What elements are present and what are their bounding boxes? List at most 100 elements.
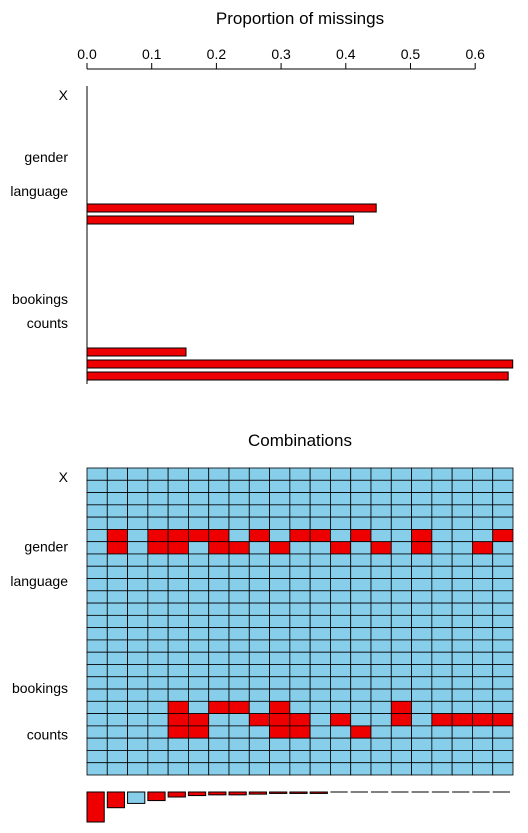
grid-cell-observed	[188, 553, 210, 567]
grid-cell-observed	[228, 676, 250, 690]
grid-cell-observed	[208, 578, 230, 592]
grid-cell-observed	[289, 664, 311, 678]
grid-cell-observed	[411, 762, 433, 776]
grid-cell-observed	[208, 713, 230, 727]
grid-cell-missing	[451, 713, 473, 727]
grid-cell-missing	[350, 529, 372, 543]
grid-cell-observed	[350, 590, 372, 604]
grid-cell-observed	[269, 590, 291, 604]
grid-cell-observed	[208, 750, 230, 764]
grid-cell-observed	[127, 664, 149, 678]
grid-cell-observed	[208, 725, 230, 739]
grid-cell-observed	[431, 541, 453, 555]
grid-cell-observed	[451, 479, 473, 493]
grid-cell-observed	[309, 651, 331, 665]
grid-cell-observed	[167, 762, 189, 776]
grid-cell-observed	[208, 590, 230, 604]
grid-cell-observed	[330, 639, 352, 653]
grid-cell-observed	[411, 627, 433, 641]
grid-cell-observed	[86, 700, 108, 715]
grid-cell-observed	[411, 479, 433, 493]
grid-cell-observed	[167, 688, 189, 702]
grid-cell-observed	[350, 467, 372, 481]
grid-cell-observed	[390, 578, 412, 592]
grid-cell-observed	[147, 627, 169, 641]
grid-cell-missing	[208, 541, 230, 555]
grid-cell-observed	[248, 578, 270, 592]
grid-cell-observed	[330, 664, 352, 678]
grid-cell-observed	[147, 762, 169, 776]
grid-cell-observed	[492, 614, 514, 629]
grid-cell-observed	[208, 762, 230, 776]
grid-cell-observed	[106, 750, 128, 764]
grid-cell-observed	[411, 750, 433, 764]
grid-cell-observed	[147, 492, 169, 506]
grid-cell-observed	[411, 737, 433, 751]
grid-cell-missing	[370, 541, 392, 555]
grid-cell-observed	[451, 529, 473, 543]
grid-cell-missing	[431, 713, 453, 727]
grid-cell-observed	[167, 676, 189, 690]
grid-cell-observed	[309, 737, 331, 751]
bar	[86, 347, 187, 357]
grid-cell-observed	[289, 651, 311, 665]
grid-cell-observed	[350, 750, 372, 764]
grid-cell-observed	[86, 578, 108, 592]
grid-cell-observed	[431, 762, 453, 776]
grid-cell-observed	[248, 479, 270, 493]
grid-cell-observed	[248, 602, 270, 616]
grid-cell-observed	[228, 602, 250, 616]
grid-cell-observed	[309, 516, 331, 530]
grid-cell-observed	[228, 664, 250, 678]
grid-cell-observed	[147, 713, 169, 727]
grid-cell-observed	[269, 553, 291, 567]
grid-cell-observed	[451, 676, 473, 690]
grid-cell-observed	[492, 467, 514, 481]
grid-cell-observed	[370, 737, 392, 751]
grid-cell-observed	[472, 553, 494, 567]
grid-cell-observed	[431, 700, 453, 715]
grid-cell-observed	[248, 664, 270, 678]
grid-cell-observed	[492, 762, 514, 776]
grid-cell-observed	[309, 479, 331, 493]
grid-cell-observed	[390, 590, 412, 604]
grid-cell-observed	[451, 762, 473, 776]
grid-cell-observed	[472, 664, 494, 678]
grid-cell-observed	[431, 516, 453, 530]
grid-cell-observed	[248, 750, 270, 764]
grid-cell-observed	[86, 602, 108, 616]
grid-cell-observed	[188, 614, 210, 629]
bar	[86, 215, 355, 225]
grid-cell-observed	[330, 504, 352, 518]
grid-cell-observed	[492, 725, 514, 739]
grid-cell-observed	[147, 725, 169, 739]
grid-cell-observed	[147, 700, 169, 715]
grid-cell-observed	[86, 553, 108, 567]
grid-cell-observed	[492, 565, 514, 579]
grid-cell-observed	[492, 590, 514, 604]
grid-cell-observed	[330, 602, 352, 616]
grid-cell-observed	[370, 516, 392, 530]
grid-cell-observed	[411, 639, 433, 653]
grid-cell-observed	[350, 492, 372, 506]
grid-cell-observed	[472, 529, 494, 543]
grid-cell-observed	[472, 762, 494, 776]
grid-cell-observed	[472, 614, 494, 629]
grid-cell-observed	[370, 602, 392, 616]
grid-cell-observed	[269, 750, 291, 764]
chart-title-bottom: Combinations	[248, 431, 352, 450]
grid-cell-observed	[330, 492, 352, 506]
grid-cell-observed	[228, 492, 250, 506]
row-label: bookings	[12, 680, 68, 696]
grid-cell-observed	[228, 590, 250, 604]
grid-cell-observed	[208, 688, 230, 702]
grid-cell-observed	[472, 602, 494, 616]
grid-cell-observed	[127, 578, 149, 592]
grid-cell-observed	[188, 541, 210, 555]
grid-cell-missing	[167, 713, 189, 727]
grid-cell-observed	[390, 676, 412, 690]
bar	[86, 371, 509, 381]
grid-cell-observed	[451, 602, 473, 616]
